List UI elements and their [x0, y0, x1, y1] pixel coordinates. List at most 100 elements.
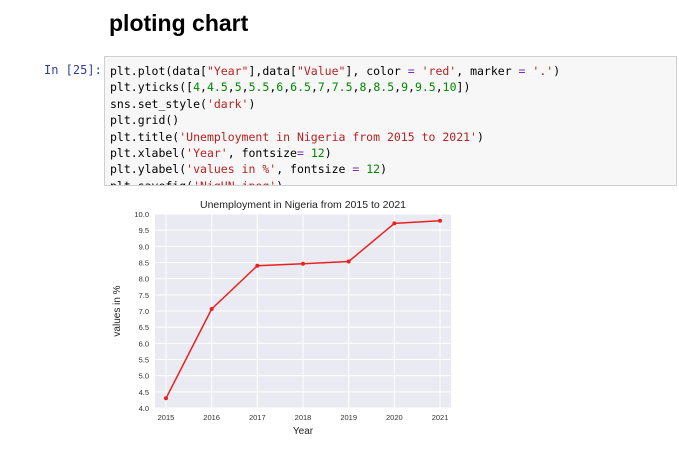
- code-token: [415, 64, 422, 78]
- code-token: 10: [442, 80, 457, 95]
- y-tick-label: 10.0: [134, 210, 149, 219]
- code-line: plt.xlabel('Year', fontsize= 12): [110, 145, 676, 161]
- x-tick-label: 2017: [249, 413, 266, 422]
- grid-lines: [155, 213, 451, 409]
- y-tick-label: 8.0: [139, 275, 149, 284]
- line-chart: 4.0 4.5 5.0 5.5 6.0 6.5 7.0 7.5 8.0 8.5 9.0 9.5 10.0…: [112, 199, 451, 437]
- code-token: plt.ylabel(: [110, 162, 187, 177]
- code-token: ,: [283, 80, 291, 95]
- y-tick-label: 5.5: [139, 356, 149, 365]
- code-token: 6.5: [290, 80, 311, 95]
- code-token: plt.savefig(: [110, 178, 194, 186]
- code-token: ,: [310, 80, 318, 95]
- code-token: ,: [435, 80, 443, 95]
- y-tick-label: 5.0: [139, 372, 149, 381]
- code-token: 12: [366, 162, 381, 177]
- y-axis-label: values in %: [112, 285, 123, 336]
- code-token: 'dark': [206, 96, 249, 111]
- code-token: =: [352, 162, 360, 177]
- code-token: plt.yticks([: [110, 80, 194, 95]
- code-token: 'red': [421, 64, 457, 78]
- code-token: [304, 146, 311, 160]
- code-token: ): [248, 96, 256, 111]
- code-token: ], color: [345, 64, 408, 78]
- code-token: ,: [200, 80, 207, 95]
- code-token: 4: [193, 80, 201, 95]
- code-token: '.': [532, 64, 554, 78]
- code-token: ,: [366, 80, 374, 95]
- code-token: ,: [227, 80, 235, 95]
- cell-output: 4.0 4.5 5.0 5.5 6.0 6.5 7.0 7.5 8.0 8.5 9.0 9.5 10.0…: [104, 190, 464, 440]
- code-token: ): [324, 145, 332, 160]
- code-token: , fontsize: [276, 162, 353, 177]
- code-token: =: [518, 64, 526, 78]
- code-token: ],data[: [248, 64, 297, 78]
- cell-prompt: In [25]:: [44, 63, 102, 77]
- code-token: =: [407, 64, 415, 78]
- code-token: plt.plot(data[: [110, 64, 207, 78]
- code-token: 'values in %': [186, 162, 277, 177]
- code-token: 7: [317, 80, 325, 95]
- code-line: plt.title('Unemployment in Nigeria from …: [110, 129, 676, 145]
- code-line: plt.yticks([4,4.5,5,5.5,6,6.5,7,7.5,8,8.…: [110, 79, 676, 95]
- code-token: 12: [310, 145, 325, 160]
- y-tick-label: 7.0: [139, 307, 149, 316]
- code-line: sns.set_style('dark'): [110, 96, 676, 112]
- code-token: ,: [324, 80, 332, 95]
- code-token: ,: [352, 80, 360, 95]
- code-token: 9: [401, 80, 408, 95]
- chart-title: Unemployment in Nigeria from 2015 to 202…: [200, 199, 406, 211]
- code-token: 4.5: [206, 80, 228, 95]
- code-line: plt.ylabel('values in %', fontsize = 12): [110, 161, 676, 177]
- code-token: 8.5: [373, 80, 395, 95]
- code-token: =: [296, 145, 304, 160]
- code-token: 8: [359, 80, 367, 95]
- data-point: [301, 261, 305, 266]
- code-token: "Year": [206, 64, 249, 78]
- x-axis-label: Year: [293, 426, 314, 437]
- data-point: [392, 221, 397, 226]
- code-token: "Value": [296, 64, 346, 78]
- code-token: , marker: [456, 64, 519, 78]
- y-tick-label: 8.5: [139, 259, 149, 268]
- code-token: plt.grid(): [110, 113, 180, 128]
- code-token: ): [476, 129, 484, 144]
- code-token: sns.set_style(: [110, 96, 207, 111]
- code-token: plt.xlabel(: [110, 145, 187, 160]
- data-point: [255, 263, 260, 268]
- y-tick-label: 9.5: [139, 226, 149, 235]
- code-token: ,: [241, 80, 249, 95]
- code-token: 'NigUN.jpeg': [193, 178, 277, 186]
- code-token: ): [276, 178, 284, 186]
- code-token: 7.5: [331, 80, 353, 95]
- y-tick-label: 9.0: [139, 242, 149, 251]
- code-token: ): [380, 162, 388, 177]
- code-token: 9.5: [414, 80, 436, 95]
- code-token: 5: [234, 80, 242, 95]
- y-tick-label: 4.5: [139, 388, 149, 397]
- series-points: [163, 218, 443, 401]
- code-token: 'Unemployment in Nigeria from 2015 to 20…: [179, 129, 477, 144]
- code-line: plt.savefig('NigUN.jpeg'): [110, 178, 676, 186]
- code-token: ,: [394, 80, 402, 95]
- data-point: [209, 307, 214, 312]
- code-token: ,: [408, 80, 415, 95]
- data-point: [163, 396, 168, 401]
- x-tick-label: 2015: [158, 413, 175, 422]
- code-token: plt.title(: [110, 129, 180, 144]
- y-tick-label: 6.5: [139, 323, 149, 332]
- x-tick-label: 2021: [432, 413, 449, 422]
- tick-labels: 4.0 4.5 5.0 5.5 6.0 6.5 7.0 7.5 8.0 8.5 9.0 9.5 10.0…: [134, 210, 448, 422]
- section-heading: ploting chart: [109, 10, 249, 36]
- code-line: plt.grid(): [110, 112, 676, 128]
- code-token: 'Year': [186, 145, 228, 160]
- y-tick-label: 6.0: [139, 339, 149, 348]
- x-tick-label: 2016: [203, 413, 220, 422]
- code-token: 6: [276, 80, 284, 95]
- code-cell[interactable]: plt.plot(data["Year"],data["Value"], col…: [104, 56, 677, 186]
- y-tick-label: 4.0: [139, 404, 149, 413]
- code-line: plt.plot(data["Year"],data["Value"], col…: [110, 63, 676, 79]
- code-token: ,: [269, 80, 277, 95]
- x-tick-label: 2019: [340, 413, 357, 422]
- x-tick-label: 2020: [386, 413, 403, 422]
